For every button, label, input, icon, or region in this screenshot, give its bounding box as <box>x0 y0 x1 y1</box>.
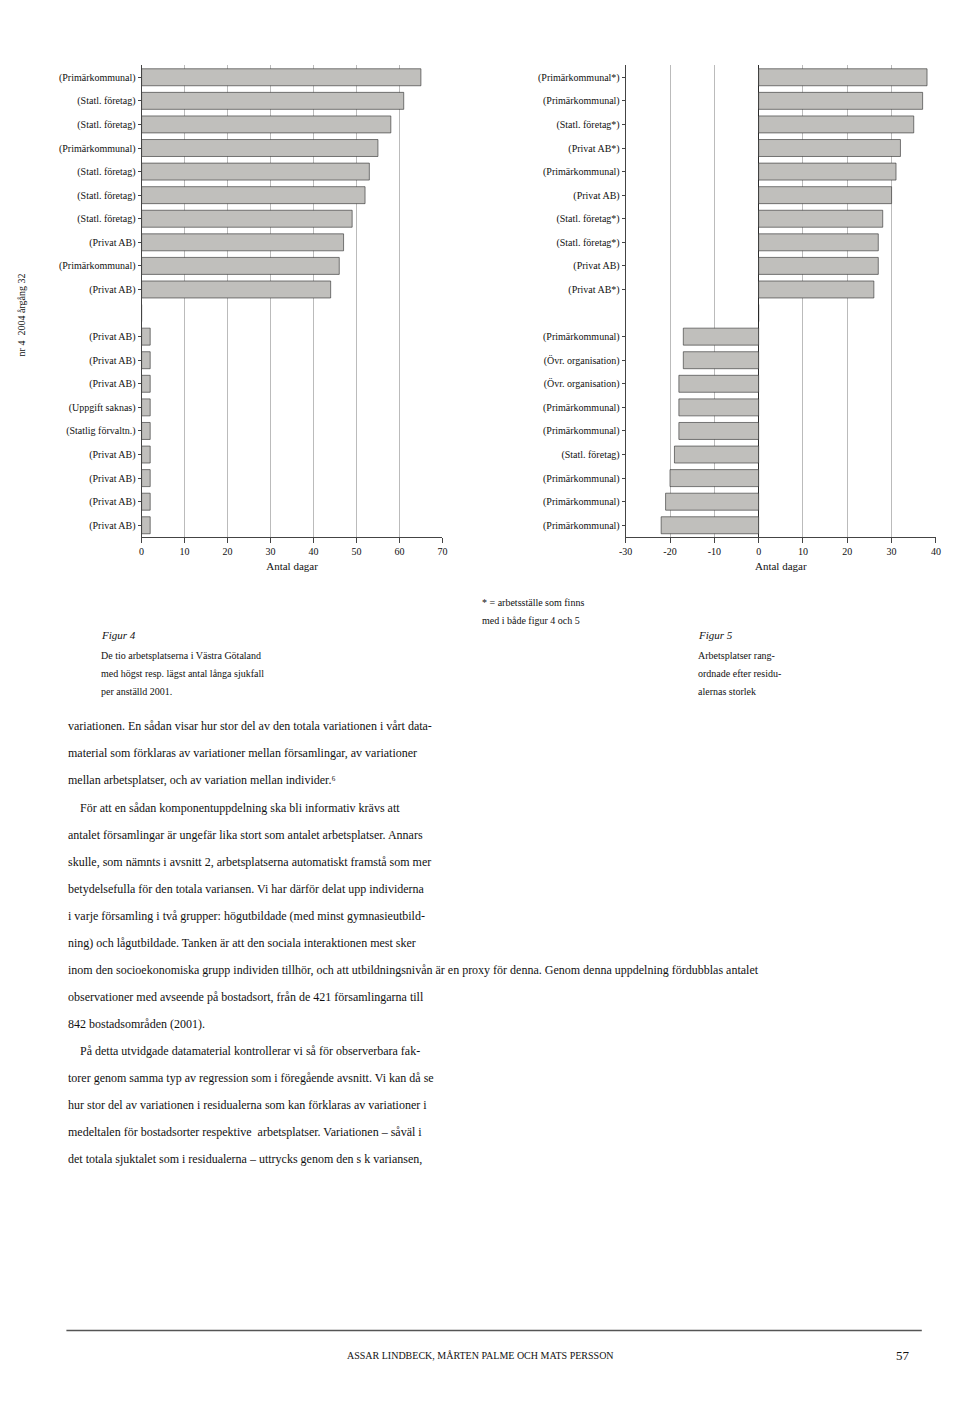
svg-text:(Övr. organisation): (Övr. organisation) <box>544 355 620 367</box>
svg-text:(Statl. företag): (Statl. företag) <box>77 213 135 225</box>
svg-text:(Primärkommunal): (Primärkommunal) <box>59 143 136 155</box>
svg-text:(Statl. företag): (Statl. företag) <box>77 166 135 178</box>
svg-text:det totala sjuktalet som i res: det totala sjuktalet som i residualerna … <box>68 1152 422 1166</box>
svg-text:20: 20 <box>842 546 852 557</box>
svg-text:(Privat AB): (Privat AB) <box>89 378 135 390</box>
svg-text:De tio arbetsplatserna i Västr: De tio arbetsplatserna i Västra Götaland <box>101 650 261 661</box>
svg-text:(Statl. företag): (Statl. företag) <box>561 449 619 461</box>
svg-text:med i både figur 4 och 5: med i både figur 4 och 5 <box>482 615 580 626</box>
svg-text:(Primärkommunal*): (Primärkommunal*) <box>538 72 620 84</box>
svg-text:20: 20 <box>223 546 233 557</box>
svg-text:10: 10 <box>798 546 808 557</box>
svg-text:betydelsefulla för den totala: betydelsefulla för den totala variansen.… <box>68 882 425 896</box>
svg-text:57: 57 <box>896 1348 910 1363</box>
svg-text:(Statl. företag): (Statl. företag) <box>77 190 135 202</box>
svg-text:medeltalen för bostadsorter re: medeltalen för bostadsorter respektive a… <box>68 1125 422 1139</box>
svg-text:(Primärkommunal): (Primärkommunal) <box>543 95 620 107</box>
svg-text:(Privat AB): (Privat AB) <box>89 520 135 532</box>
svg-text:Figur 4: Figur 4 <box>101 629 136 641</box>
svg-text:(Primärkommunal): (Primärkommunal) <box>543 331 620 343</box>
svg-text:(Privat AB): (Privat AB) <box>573 260 619 272</box>
svg-text:nr 4 2004 årgång 32: nr 4 2004 årgång 32 <box>16 274 27 357</box>
svg-text:70: 70 <box>437 546 447 557</box>
svg-text:(Primärkommunal): (Primärkommunal) <box>543 473 620 485</box>
svg-text:842 bostadsområden (2001).: 842 bostadsområden (2001). <box>68 1017 205 1031</box>
svg-text:50: 50 <box>351 546 361 557</box>
svg-text:30: 30 <box>887 546 897 557</box>
svg-text:-30: -30 <box>619 546 632 557</box>
svg-text:(Statl. företag): (Statl. företag) <box>77 119 135 131</box>
svg-text:-10: -10 <box>708 546 721 557</box>
svg-text:(Statl. företag*): (Statl. företag*) <box>556 237 619 249</box>
svg-text:(Primärkommunal): (Primärkommunal) <box>543 520 620 532</box>
svg-text:(Primärkommunal): (Primärkommunal) <box>543 496 620 508</box>
svg-text:torer genom samma typ av regre: torer genom samma typ av regression som … <box>68 1071 434 1085</box>
svg-text:-20: -20 <box>663 546 676 557</box>
svg-text:(Uppgift saknas): (Uppgift saknas) <box>69 402 136 414</box>
svg-text:Antal dagar: Antal dagar <box>755 560 807 572</box>
svg-text:På detta utvidgade datamateria: På detta utvidgade datamaterial kontroll… <box>68 1044 420 1058</box>
svg-text:ordnade efter residu-: ordnade efter residu- <box>698 668 781 679</box>
svg-text:observationer med avseende på: observationer med avseende på bostadsort… <box>68 990 424 1004</box>
svg-text:(Privat AB*): (Privat AB*) <box>568 143 619 155</box>
svg-text:Figur 5: Figur 5 <box>698 629 733 641</box>
svg-text:30: 30 <box>266 546 276 557</box>
svg-text:(Privat AB): (Privat AB) <box>89 496 135 508</box>
svg-text:10: 10 <box>180 546 190 557</box>
svg-text:mellan arbetsplatser, och av v: mellan arbetsplatser, och av variation m… <box>68 773 336 787</box>
svg-text:(Statl. företag*): (Statl. företag*) <box>556 213 619 225</box>
svg-text:(Statlig förvaltn.): (Statlig förvaltn.) <box>66 425 135 437</box>
svg-text:För att en sådan komponentuppd: För att en sådan komponentuppdelning ska… <box>68 801 400 815</box>
svg-text:(Privat AB): (Privat AB) <box>89 331 135 343</box>
svg-text:40: 40 <box>308 546 318 557</box>
svg-text:(Privat AB): (Privat AB) <box>89 473 135 485</box>
svg-text:med högst resp. lägst antal lå: med högst resp. lägst antal långa sjukfa… <box>101 668 264 679</box>
svg-text:(Primärkommunal): (Primärkommunal) <box>59 260 136 272</box>
svg-text:(Primärkommunal): (Primärkommunal) <box>543 402 620 414</box>
svg-text:ASSAR LINDBECK, MÅRTEN PALME O: ASSAR LINDBECK, MÅRTEN PALME OCH MATS PE… <box>347 1350 614 1361</box>
svg-text:inom den socioekonomiska grupp: inom den socioekonomiska grupp individen… <box>68 963 759 977</box>
svg-text:per anställd 2001.: per anställd 2001. <box>101 686 172 697</box>
svg-text:(Privat AB): (Privat AB) <box>89 237 135 249</box>
svg-text:(Privat AB): (Privat AB) <box>89 449 135 461</box>
svg-text:Antal dagar: Antal dagar <box>266 560 318 572</box>
svg-text:(Privat AB): (Privat AB) <box>89 284 135 296</box>
svg-text:(Primärkommunal): (Primärkommunal) <box>543 425 620 437</box>
svg-text:0: 0 <box>756 546 761 557</box>
svg-text:i varje församling i två grupp: i varje församling i två grupper: högutb… <box>68 909 425 923</box>
svg-text:antalet församlingar är ungefä: antalet församlingar är ungefär lika sto… <box>68 828 423 842</box>
svg-text:hur stor del av variationen i: hur stor del av variationen i residualer… <box>68 1098 427 1112</box>
svg-text:(Primärkommunal): (Primärkommunal) <box>59 72 136 84</box>
svg-text:material som förklaras av vari: material som förklaras av variationer me… <box>68 746 417 760</box>
svg-text:(Primärkommunal): (Primärkommunal) <box>543 166 620 178</box>
svg-text:ning) och lågutbildade. Tanken: ning) och lågutbildade. Tanken är att de… <box>68 936 416 950</box>
svg-text:(Privat AB*): (Privat AB*) <box>568 284 619 296</box>
svg-text:(Övr. organisation): (Övr. organisation) <box>544 378 620 390</box>
svg-text:Arbetsplatser rang-: Arbetsplatser rang- <box>698 650 775 661</box>
svg-text:(Statl. företag*): (Statl. företag*) <box>556 119 619 131</box>
svg-text:40: 40 <box>931 546 941 557</box>
svg-text:(Statl. företag): (Statl. företag) <box>77 95 135 107</box>
svg-text:variationen. En sådan visar hu: variationen. En sådan visar hur stor del… <box>68 719 432 733</box>
svg-text:(Privat AB): (Privat AB) <box>89 355 135 367</box>
svg-text:0: 0 <box>139 546 144 557</box>
svg-text:* = arbetsställe som finns: * = arbetsställe som finns <box>482 597 584 608</box>
svg-text:alernas storlek: alernas storlek <box>698 686 756 697</box>
svg-text:(Privat AB): (Privat AB) <box>573 190 619 202</box>
svg-text:skulle, som nämnts i avsnitt 2: skulle, som nämnts i avsnitt 2, arbetspl… <box>68 855 431 869</box>
svg-text:60: 60 <box>394 546 404 557</box>
